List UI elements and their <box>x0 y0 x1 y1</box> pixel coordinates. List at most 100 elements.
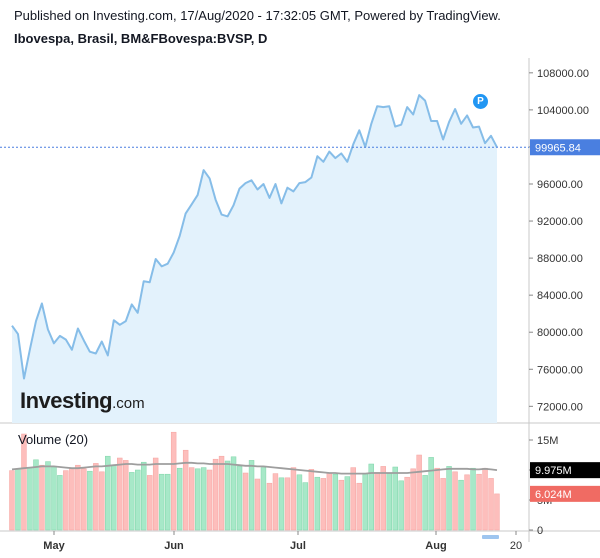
volume-bar <box>224 460 231 531</box>
volume-bar <box>440 478 446 531</box>
volume-bar <box>242 472 249 531</box>
volume-bar <box>69 467 75 531</box>
logo-suffix: .com <box>112 395 145 412</box>
volume-bar <box>200 467 207 531</box>
volume-bar <box>87 470 93 531</box>
volume-bar <box>164 473 171 531</box>
volume-bar <box>81 468 87 531</box>
volume-bar <box>302 482 309 531</box>
volume-bar <box>458 479 464 531</box>
volume-bar <box>428 457 434 531</box>
volume-bar <box>410 468 416 531</box>
volume-bar <box>75 464 81 531</box>
published-note: Published on Investing.com, 17/Aug/2020 … <box>14 8 501 23</box>
volume-bar <box>182 449 189 531</box>
volume-bar <box>284 477 291 531</box>
logo-wordmark: Investing <box>20 388 113 413</box>
time-tick-label: May <box>43 540 65 552</box>
time-tick-label: Aug <box>425 540 446 552</box>
volume-bar <box>111 464 117 531</box>
volume-bar <box>63 470 69 531</box>
volume-bar <box>464 474 470 531</box>
volume-bar <box>296 474 303 531</box>
volume-bar <box>33 459 39 531</box>
volume-bar <box>386 473 392 531</box>
volume-bar <box>494 493 500 531</box>
time-tick-label: Jul <box>290 540 306 552</box>
volume-bar <box>39 464 45 531</box>
volume-bar <box>476 473 482 531</box>
volume-bar <box>254 478 261 531</box>
price-tick-label: 88000.00 <box>537 253 583 265</box>
volume-bar <box>380 466 386 531</box>
volume-bar <box>392 466 398 531</box>
volume-tick-label: 15M <box>537 435 558 447</box>
volume-bar <box>206 469 213 531</box>
volume-bar <box>230 456 237 531</box>
volume-ma-line <box>11 461 498 475</box>
volume-bar <box>362 473 368 531</box>
axis-tags: 99965.84 9.975M 6.024M <box>530 139 600 502</box>
volume-bar <box>434 467 440 531</box>
volume-bar <box>147 475 153 531</box>
price-tick-label: 96000.00 <box>537 179 583 191</box>
volume-bar <box>212 458 219 531</box>
last-price-tag-bg <box>530 139 600 156</box>
price-tick-label: 104000.00 <box>537 105 589 117</box>
price-area <box>0 94 529 423</box>
price-line <box>11 94 498 380</box>
time-range-highlight <box>482 535 499 539</box>
volume-bar <box>488 478 494 531</box>
price-tick-label: 80000.00 <box>537 327 583 339</box>
volume-bar <box>194 468 201 531</box>
investing-logo: Investing.com <box>20 388 145 414</box>
symbol-title: Ibovespa, Brasil, BM&FBovespa:BVSP, D <box>14 31 268 46</box>
time-axis: May Jun Jul Aug 20 <box>43 531 522 552</box>
volume-bar <box>105 455 111 531</box>
volume-ma-tag-label: 9.975M <box>535 465 572 477</box>
volume-bar <box>404 476 410 531</box>
volume-bar <box>272 473 279 531</box>
volume-bar <box>117 457 123 531</box>
volume-title: Volume (20) <box>18 432 89 447</box>
volume-bar <box>374 472 380 531</box>
volume-bar <box>290 467 297 531</box>
event-marker[interactable]: P <box>473 94 488 109</box>
volume-tick-label: 0 <box>537 525 543 537</box>
volume-bar <box>236 466 243 531</box>
volume-bar <box>170 431 177 531</box>
volume-bar <box>57 475 63 531</box>
volume-bar <box>470 467 476 531</box>
volume-bar <box>218 455 225 531</box>
volume-bar <box>356 482 362 531</box>
volume-bar <box>99 471 105 531</box>
last-price-tag-label: 99965.84 <box>535 142 581 154</box>
price-area-fill <box>12 95 497 423</box>
volume-bar <box>446 466 452 531</box>
volume-bar <box>45 461 51 531</box>
volume-bar <box>260 467 267 531</box>
last-volume-tag-bg <box>530 485 600 502</box>
price-tick-label: 108000.00 <box>537 68 589 80</box>
volume-bar <box>266 482 273 531</box>
volume-bar <box>326 472 333 531</box>
volume-bar <box>129 472 135 531</box>
volume-bar <box>368 463 374 531</box>
time-tick-label: 20 <box>510 540 522 552</box>
volume-bar <box>27 467 33 531</box>
price-tick-label: 84000.00 <box>537 290 583 302</box>
volume-bar <box>278 477 285 531</box>
price-tick-label: 92000.00 <box>537 216 583 228</box>
volume-bar <box>344 476 351 531</box>
volume-bar <box>176 467 183 531</box>
volume-bar <box>398 480 404 531</box>
volume-bar <box>9 470 15 531</box>
volume-bar <box>51 466 57 531</box>
volume-bar <box>135 469 141 531</box>
volume-bar <box>482 467 488 531</box>
volume-bar <box>350 467 356 531</box>
volume-bar <box>158 473 165 531</box>
volume-bar <box>141 461 147 531</box>
last-volume-tag-label: 6.024M <box>535 489 572 501</box>
